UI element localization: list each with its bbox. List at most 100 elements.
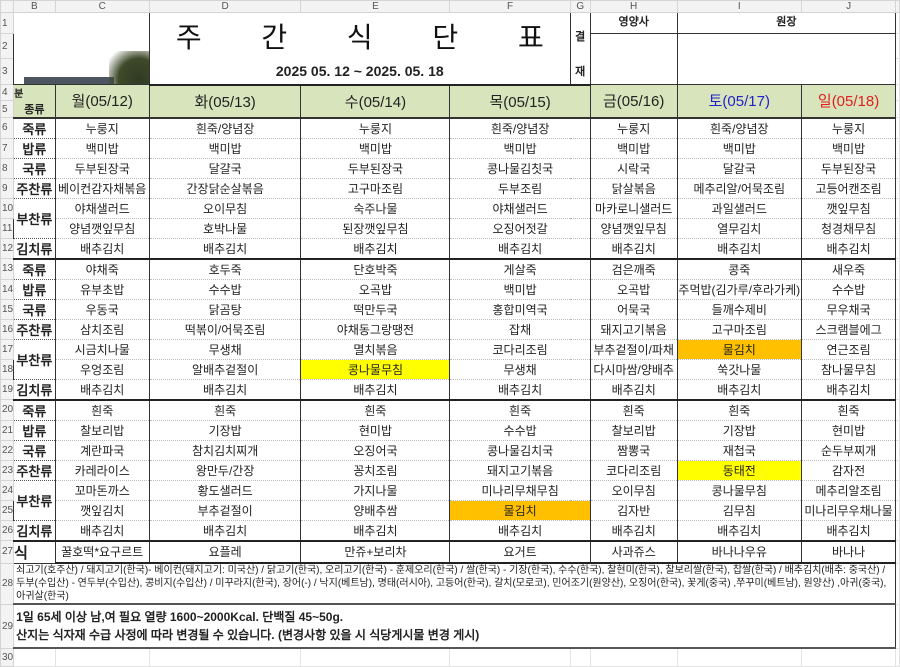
menu-item[interactable]: 닭곰탕 [148, 298, 302, 320]
menu-item[interactable]: 콩나물김칫국 [449, 157, 591, 179]
menu-item[interactable]: 배추김치 [300, 519, 451, 542]
menu-item[interactable]: 동태전 [676, 459, 802, 481]
row-header[interactable]: 5 [0, 100, 15, 118]
row-header[interactable]: 3 [0, 58, 15, 85]
menu-item[interactable]: 백미밥 [449, 137, 591, 159]
menu-item[interactable]: 흰죽 [589, 398, 678, 421]
menu-item[interactable]: 배추김치 [148, 378, 302, 401]
menu-item[interactable]: 배추김치 [148, 519, 302, 542]
column-header[interactable]: G [569, 0, 591, 13]
menu-item[interactable]: 콩나물무침 [300, 358, 451, 380]
menu-item[interactable]: 삼치조림 [54, 318, 150, 340]
menu-item[interactable]: 현미밥 [300, 419, 451, 441]
row-header[interactable]: 16 [0, 318, 15, 340]
menu-item[interactable]: 오이무침 [148, 197, 302, 219]
column-header[interactable]: J [800, 0, 897, 13]
menu-item[interactable]: 배추김치 [300, 378, 451, 401]
menu-item[interactable]: 배추김치 [676, 237, 802, 260]
menu-item[interactable]: 오징어젓갈 [449, 217, 591, 239]
menu-item[interactable]: 닭살볶음 [589, 177, 678, 199]
menu-item[interactable]: 누룽지 [300, 117, 451, 139]
snack-item[interactable]: 바나나 [800, 540, 897, 564]
menu-item[interactable]: 백미밥 [449, 278, 591, 300]
menu-item[interactable]: 두부된장국 [54, 157, 150, 179]
row-header[interactable]: 11 [0, 217, 15, 239]
menu-item[interactable]: 메추리알/어묵조림 [676, 177, 802, 199]
menu-item[interactable]: 흰죽 [800, 398, 897, 421]
menu-item[interactable]: 검은깨죽 [589, 257, 678, 280]
column-header[interactable] [895, 0, 900, 13]
menu-item[interactable]: 깻잎김치 [54, 499, 150, 521]
menu-item[interactable]: 배추김치 [589, 237, 678, 260]
menu-item[interactable]: 흰죽/양념장 [449, 117, 591, 139]
menu-item[interactable]: 시금치나물 [54, 338, 150, 360]
row-header[interactable]: 28 [0, 562, 15, 605]
menu-item[interactable]: 과일샐러드 [676, 197, 802, 219]
menu-item[interactable]: 숙주나물 [300, 197, 451, 219]
menu-item[interactable]: 호박나물 [148, 217, 302, 239]
menu-item[interactable]: 새우죽 [800, 257, 897, 280]
menu-item[interactable]: 배추김치 [449, 519, 591, 542]
menu-item[interactable]: 단호박죽 [300, 257, 451, 280]
menu-item[interactable]: 돼지고기볶음 [449, 459, 591, 481]
menu-item[interactable]: 잡채 [449, 318, 591, 340]
row-header[interactable]: 13 [0, 258, 15, 280]
menu-item[interactable]: 무생채 [449, 358, 591, 380]
menu-item[interactable]: 배추김치 [449, 237, 591, 260]
menu-item[interactable]: 달갈국 [676, 157, 802, 179]
row-header[interactable]: 23 [0, 459, 15, 481]
row-header[interactable]: 22 [0, 439, 15, 461]
row-header[interactable]: 21 [0, 419, 15, 441]
menu-item[interactable]: 된장깻잎무침 [300, 217, 451, 239]
menu-item[interactable]: 물김치 [676, 338, 802, 360]
column-header[interactable]: I [676, 0, 802, 13]
menu-item[interactable]: 양념깻잎무침 [54, 217, 150, 239]
menu-item[interactable]: 부추겉절이 [148, 499, 302, 521]
menu-item[interactable]: 미나리무채무침 [449, 479, 591, 501]
row-header[interactable]: 15 [0, 298, 15, 320]
menu-item[interactable]: 시락국 [589, 157, 678, 179]
menu-item[interactable]: 백미밥 [676, 137, 802, 159]
menu-item[interactable]: 부추겉절이/파채 [589, 338, 678, 360]
menu-item[interactable]: 배추김치 [589, 519, 678, 542]
menu-item[interactable]: 무우채국 [800, 298, 897, 320]
menu-item[interactable]: 오곡밥 [589, 278, 678, 300]
nutritionist-signature-box[interactable] [589, 33, 678, 85]
menu-item[interactable]: 누룽지 [800, 117, 897, 139]
menu-item[interactable]: 기장밥 [148, 419, 302, 441]
menu-item[interactable]: 무생채 [148, 338, 302, 360]
menu-item[interactable]: 돼지고기볶음 [589, 318, 678, 340]
select-all-corner[interactable] [0, 0, 15, 13]
menu-item[interactable]: 야채샐러드 [54, 197, 150, 219]
menu-item[interactable]: 배추김치 [800, 378, 897, 401]
menu-item[interactable]: 흰죽 [676, 398, 802, 421]
row-header[interactable]: 6 [0, 117, 15, 139]
menu-item[interactable]: 두부된장국 [300, 157, 451, 179]
column-header[interactable]: B [13, 0, 56, 13]
menu-item[interactable]: 수수밥 [449, 419, 591, 441]
menu-item[interactable]: 깻잎무침 [800, 197, 897, 219]
menu-item[interactable]: 양배추쌈 [300, 499, 451, 521]
row-header[interactable]: 25 [0, 499, 15, 521]
column-header[interactable]: E [300, 0, 451, 13]
menu-item[interactable]: 김자반 [589, 499, 678, 521]
menu-item[interactable]: 떡볶이/어묵조림 [148, 318, 302, 340]
menu-item[interactable]: 콩나물무침 [676, 479, 802, 501]
column-header[interactable]: C [54, 0, 150, 13]
menu-item[interactable]: 기장밥 [676, 419, 802, 441]
snack-item[interactable]: 만쥬+보리차 [300, 540, 451, 564]
menu-item[interactable]: 청경채무침 [800, 217, 897, 239]
director-signature-box[interactable] [676, 33, 897, 85]
snack-item[interactable]: 요거트 [449, 540, 591, 564]
menu-item[interactable]: 미나리무우채나물 [800, 499, 897, 521]
menu-item[interactable]: 흰죽 [148, 398, 302, 421]
menu-item[interactable]: 야채샐러드 [449, 197, 591, 219]
menu-item[interactable]: 호두죽 [148, 257, 302, 280]
menu-item[interactable]: 재첩국 [676, 439, 802, 461]
row-header[interactable]: 12 [0, 237, 15, 259]
menu-item[interactable]: 달걀국 [148, 157, 302, 179]
row-header[interactable]: 27 [0, 540, 15, 564]
menu-item[interactable]: 주먹밥(김가루/후라가케) [676, 278, 802, 300]
menu-item[interactable]: 쑥갓나물 [676, 358, 802, 380]
menu-item[interactable]: 멸치볶음 [300, 338, 451, 360]
